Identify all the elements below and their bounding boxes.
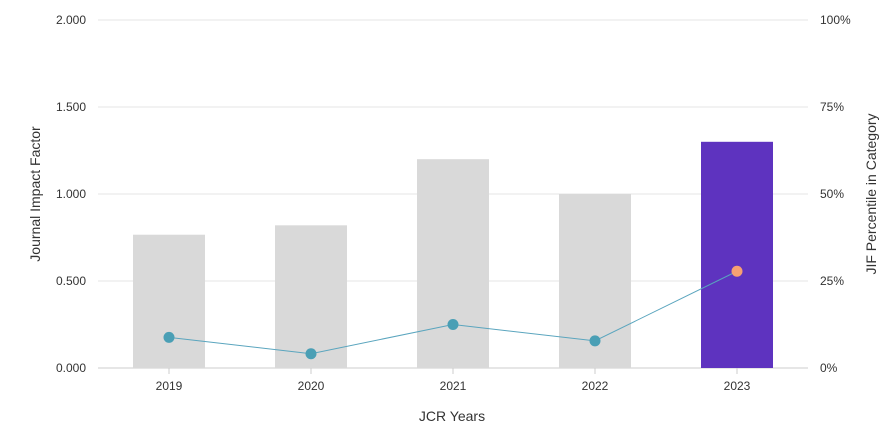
y-tick-label: 0.000 — [56, 361, 86, 375]
bar-2019[interactable] — [133, 234, 205, 368]
x-tick-label: 2022 — [582, 379, 609, 393]
y-tick-label: 1.500 — [56, 100, 86, 114]
percentile-line-series — [163, 265, 743, 360]
x-axis-title: JCR Years — [419, 408, 485, 424]
y-tick-label: 0.500 — [56, 274, 86, 288]
bar-2020[interactable] — [275, 225, 347, 368]
axes: 0.000 0% 0.500 25% 1.000 50% 1.500 75% 2.000 100%… — [56, 13, 851, 393]
y2-tick-label: 100% — [820, 13, 851, 27]
x-tick-label: 2023 — [724, 379, 751, 393]
y-tick-label: 1.000 — [56, 187, 86, 201]
y2-axis-title: JIF Percentile in Category — [863, 113, 879, 274]
percentile-point-2021[interactable] — [447, 319, 459, 330]
x-tick-label: 2019 — [156, 379, 183, 393]
bar-series — [133, 141, 773, 368]
x-tick-label: 2021 — [440, 379, 467, 393]
y2-tick-label: 50% — [820, 187, 844, 201]
y-tick-label: 2.000 — [56, 13, 86, 27]
y-axis-title: Journal Impact Factor — [27, 126, 43, 262]
percentile-point-2023[interactable] — [731, 265, 743, 277]
x-tick-label: 2020 — [298, 379, 325, 393]
percentile-point-2022[interactable] — [589, 335, 601, 347]
y2-tick-label: 25% — [820, 274, 844, 288]
y2-tick-label: 75% — [820, 100, 844, 114]
bar-2023[interactable] — [701, 141, 773, 368]
bar-2021[interactable] — [417, 159, 489, 368]
percentile-point-2019[interactable] — [163, 331, 175, 343]
percentile-point-2020[interactable] — [305, 348, 317, 360]
y2-tick-label: 0% — [820, 361, 838, 375]
